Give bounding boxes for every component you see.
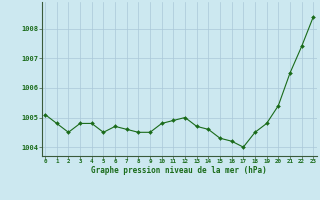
X-axis label: Graphe pression niveau de la mer (hPa): Graphe pression niveau de la mer (hPa) [91, 166, 267, 175]
